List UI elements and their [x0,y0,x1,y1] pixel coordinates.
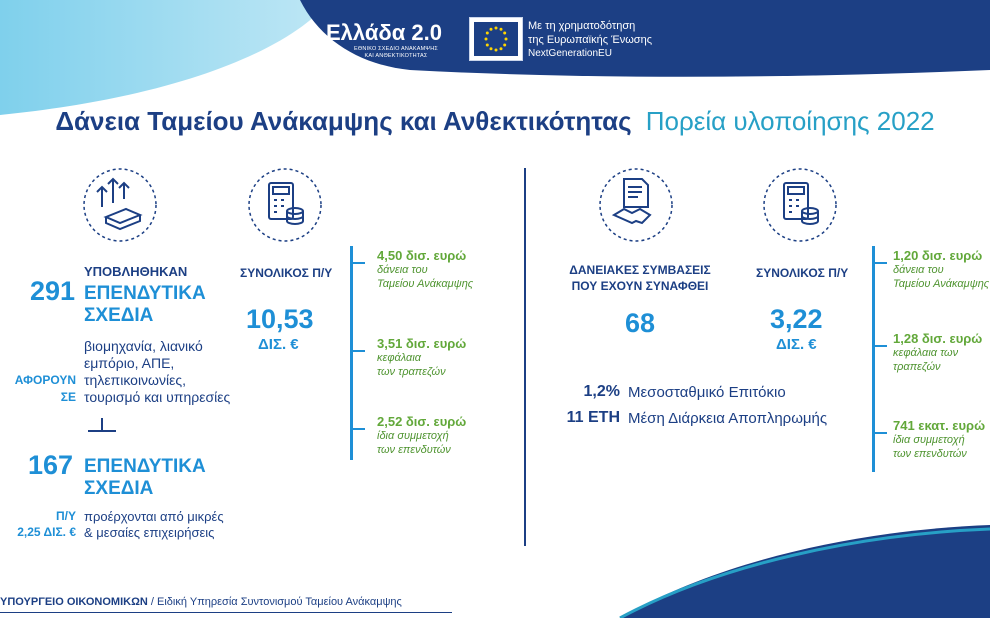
years-value: 11 ΕΤΗ [566,409,620,426]
left-breakdown-2-desc1: κεφάλαια [377,352,422,364]
connector-line [101,418,103,430]
left-breakdown-1-value: 4,50 δισ. ευρώ [377,248,467,263]
left-breakdown-3-desc2: των επενδυτών [377,444,451,456]
right-total-unit: ΔΙΣ. € [776,336,817,353]
right-breakdown-3-desc2: των επενδυτών [893,448,967,460]
left-breakdown-2-desc2: των τραπεζών [377,366,446,378]
concern-label-1: ΑΦΟΡΟΥΝ [14,373,76,387]
sectors-3: τηλεπικοινωνίες, [84,372,186,388]
sme-label-1: ΕΠΕΝΔΥΤΙΚΑ [84,456,206,477]
footer-wave [619,525,990,618]
left-breakdown-3-desc1: ίδια συμμετοχή [377,430,449,442]
right-breakdown-3-desc1: ίδια συμμετοχή [893,434,965,446]
plans-label: ΕΠΕΝΔΥΤΙΚΑ ΣΧΕΔΙΑ [84,283,206,327]
right-breakdown-1-desc2: Ταμείου Ανάκαμψης [893,278,990,290]
right-tick-1 [875,262,887,264]
sectors-list: βιομηχανία, λιανικό εμπόριο, ΑΠΕ, τηλεπι… [84,338,230,406]
eu-funding-text: Με τη χρηματοδότηση της Ευρωπαϊκής Ένωση… [528,19,652,61]
eu-line-2: της Ευρωπαϊκής Ένωσης [528,34,652,46]
connector-base [88,430,116,432]
title-main: Δάνεια Ταμείου Ανάκαμψης και Ανθεκτικότη… [55,106,632,136]
right-breakdown-1-desc1: δάνεια του [893,264,944,276]
right-breakdown-1-value: 1,20 δισ. ευρώ [893,248,983,263]
greece-2-logo: Ελλάδα 2.0 ΕΘΝΙΚΟ ΣΧΕΔΙΟ ΑΝΑΚΑΜΨΗΣ ΚΑΙ Α… [326,20,466,60]
right-breakdown-2-value: 1,28 δισ. ευρώ [893,331,983,346]
page-title: Δάνεια Ταμείου Ανάκαμψης και Ανθεκτικότη… [0,106,990,137]
right-breakdown-1: 1,20 δισ. ευρώ δάνεια του Ταμείου Ανάκαμ… [893,248,990,291]
logo-sub-2: ΚΑΙ ΑΝΘΕΚΤΙΚΟΤΗΤΑΣ [364,53,428,59]
investment-growth-icon [83,168,157,242]
years-label: Μέση Διάρκεια Αποπληρωμής [628,410,828,427]
plans-count: 291 [30,276,76,306]
concern-label: ΑΦΟΡΟΥΝ ΣΕ [8,372,76,406]
contracts-label-1: ΔΑΝΕΙΑΚΕΣ ΣΥΜΒΑΣΕΙΣ [569,263,711,277]
footer-ministry: ΥΠΟΥΡΓΕΙΟ ΟΙΚΟΝΟΜΙΚΩΝ [0,596,148,608]
right-bracket [872,246,875,472]
left-breakdown-2: 3,51 δισ. ευρώ κεφάλαια των τραπεζών [377,336,466,379]
left-bracket [350,246,353,460]
right-breakdown-2-desc2: τραπεζών [893,361,941,373]
right-breakdown-2: 1,28 δισ. ευρώ κεφάλαια των τραπεζών [893,331,990,374]
eu-flag-icon [469,17,523,61]
contracts-label-2: ΠΟΥ ΕΧΟΥΝ ΣΥΝΑΦΘΕΙ [571,279,709,293]
right-breakdown-2-desc1: κεφάλαια των [893,347,959,359]
rate-value: 1,2% [583,383,620,400]
sme-budget-value: 2,25 ΔΙΣ. € [17,525,76,539]
left-total-unit: ΔΙΣ. € [258,336,299,353]
left-tick-2 [353,350,365,352]
left-breakdown-1-desc2: Ταμείου Ανάκαμψης [377,278,474,290]
calculator-coins-icon-right [763,168,837,242]
logo-sub-1: ΕΘΝΙΚΟ ΣΧΕΔΙΟ ΑΝΑΚΑΜΨΗΣ [354,46,438,52]
plans-label-1: ΕΠΕΝΔΥΤΙΚΑ [84,283,206,304]
sme-budget-label: Π/Υ [55,509,76,523]
rate-label: Μεσοσταθμικό Επιτόκιο [628,384,786,401]
contracts-label: ΔΑΝΕΙΑΚΕΣ ΣΥΜΒΑΣΕΙΣ ΠΟΥ ΕΧΟΥΝ ΣΥΝΑΦΘΕΙ [560,262,720,294]
left-breakdown-2-value: 3,51 δισ. ευρώ [377,336,467,351]
concern-label-2: ΣΕ [60,390,76,404]
submitted-label: ΥΠΟΒΛΗΘΗΚΑΝ [84,264,188,279]
logo-main: Ελλάδα 2.0 [326,20,442,45]
right-total-value: 3,22 [770,304,823,334]
plans-label-2: ΣΧΕΔΙΑ [84,305,154,326]
right-tick-2 [875,345,887,347]
contracts-count: 68 [624,308,656,338]
right-breakdown-3-value: 741 εκατ. ευρώ [893,418,986,433]
sectors-2: εμπόριο, ΑΠΕ, [84,355,175,371]
left-breakdown-1: 4,50 δισ. ευρώ δάνεια του Ταμείου Ανάκαμ… [377,248,473,291]
sme-budget: Π/Υ 2,25 ΔΙΣ. € [0,508,76,540]
sme-label-2: ΣΧΕΔΙΑ [84,478,154,499]
calculator-coins-icon [248,168,322,242]
left-total-value: 10,53 [246,304,314,334]
sme-desc-1: προέρχονται από μικρές [84,509,224,524]
sectors-1: βιομηχανία, λιανικό [84,338,203,354]
right-breakdown-3: 741 εκατ. ευρώ ίδια συμμετοχή των επενδυ… [893,418,990,461]
contract-handshake-icon [599,168,673,242]
title-sub: Πορεία υλοποίησης 2022 [645,106,935,136]
footer-underline [0,612,452,613]
footer-credit: ΥΠΟΥΡΓΕΙΟ ΟΙΚΟΝΟΜΙΚΩΝ / Ειδική Υπηρεσία … [0,596,402,608]
right-total-label: ΣΥΝΟΛΙΚΟΣ Π/Υ [756,266,849,280]
left-breakdown-3: 2,52 δισ. ευρώ ίδια συμμετοχή των επενδυ… [377,414,466,457]
eu-line-1: Με τη χρηματοδότηση [528,20,636,32]
sme-count: 167 [28,450,74,480]
left-breakdown-3-value: 2,52 δισ. ευρώ [377,414,467,429]
footer-service: / Ειδική Υπηρεσία Συντονισμού Ταμείου Αν… [147,596,402,608]
right-tick-3 [875,432,887,434]
sme-desc-2: & μεσαίες επιχειρήσεις [84,525,215,540]
left-breakdown-1-desc1: δάνεια του [377,264,428,276]
sme-label: ΕΠΕΝΔΥΤΙΚΑ ΣΧΕΔΙΑ [84,456,206,500]
left-total-label: ΣΥΝΟΛΙΚΟΣ Π/Υ [240,266,333,280]
sectors-4: τουρισμό και υπηρεσίες [84,389,231,405]
left-tick-1 [353,262,365,264]
sme-desc: προέρχονται από μικρές & μεσαίες επιχειρ… [84,509,224,541]
left-tick-3 [353,428,365,430]
center-divider [524,168,526,546]
eu-line-3: NextGenerationEU [528,48,612,59]
